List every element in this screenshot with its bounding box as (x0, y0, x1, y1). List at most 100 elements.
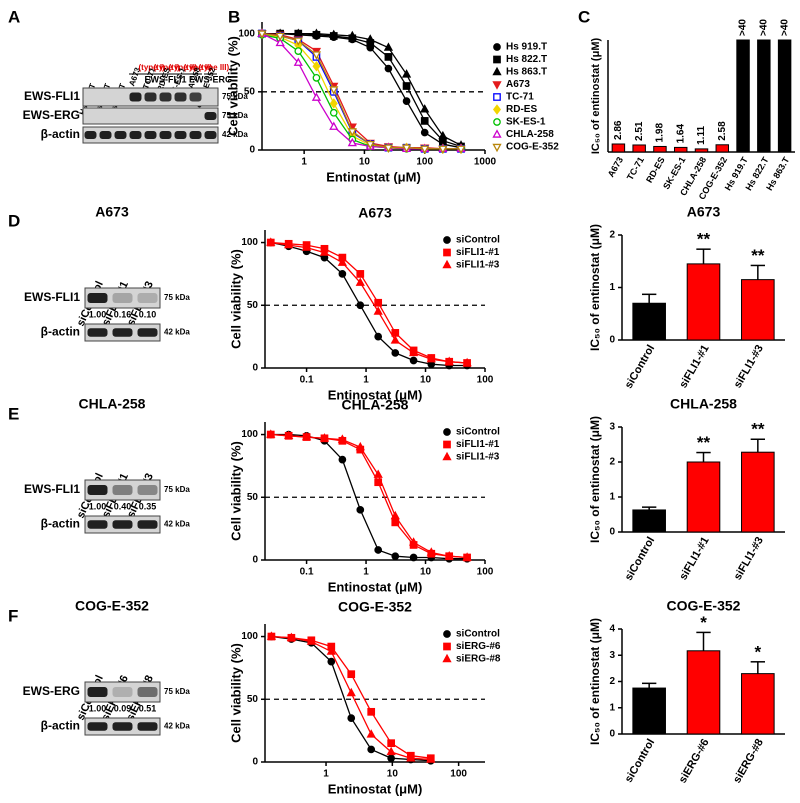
significance-label: ** (751, 246, 765, 265)
y-tick-label: 100 (241, 631, 258, 642)
data-point (420, 145, 430, 155)
data-point (444, 356, 454, 365)
panel-letter: B (228, 7, 240, 26)
value-label: 1.64 (675, 124, 686, 144)
y-tick-label: 0 (252, 757, 258, 768)
bar (653, 145, 667, 153)
data-point (426, 354, 436, 363)
chart-title: COG-E-352 (338, 599, 412, 615)
row-label: EWS-FLI1 (24, 290, 80, 304)
y-tick-label: 50 (244, 86, 256, 97)
legend-marker (442, 451, 452, 461)
data-point (275, 37, 285, 47)
legend-label: TC-71 (506, 92, 534, 103)
x-tick-label: 10 (420, 375, 432, 386)
value-label: 2.86 (613, 120, 624, 140)
quant-label: 1.00 (89, 703, 107, 713)
row-label: EWS-ERG (23, 684, 80, 698)
data-point (301, 431, 312, 441)
y-axis-label: IC₅₀ of entinostat (μM) (590, 38, 602, 155)
lane-type-text: (type III) (199, 63, 230, 72)
data-point (311, 28, 322, 37)
data-point (438, 130, 448, 140)
blot-band (129, 131, 142, 139)
kda-label: 42 kDa (222, 130, 248, 139)
bar (632, 509, 666, 533)
value-label: 1.98 (655, 123, 666, 143)
data-point (408, 347, 419, 357)
y-tick-label: 3 (609, 422, 615, 433)
row-label: EWS-FLI1 (24, 482, 80, 496)
blot-band (137, 293, 158, 303)
data-point (266, 237, 276, 246)
y-tick-label: 1 (609, 282, 615, 293)
data-point (391, 329, 400, 337)
legend-label: siERG-#6 (456, 641, 501, 652)
data-point (347, 128, 357, 137)
bar (632, 687, 666, 735)
data-point (420, 117, 429, 125)
legend-label: RD-ES (506, 104, 537, 115)
blot-band (112, 687, 133, 697)
panel-letter: D (8, 211, 20, 230)
blot-band (174, 92, 187, 102)
x-axis-label: Entinostat (μM) (328, 387, 423, 402)
legend-label: COG-E-352 (506, 142, 559, 153)
data-point (365, 34, 375, 43)
quant-label: 0.35 (139, 501, 157, 511)
bar (686, 263, 721, 341)
blot-band (87, 485, 108, 495)
legend-label: Hs 919.T (506, 42, 547, 53)
kda-label: 75 kDa (164, 293, 190, 302)
x-tick-label: 1000 (474, 157, 497, 168)
blot-title: A673 (95, 204, 129, 220)
kda-label: 75 kDa (222, 111, 248, 120)
x-tick-label: 1 (363, 567, 369, 578)
data-point (390, 510, 400, 520)
legend-marker (443, 248, 451, 257)
blot-band (144, 131, 157, 139)
y-tick-label: 2 (609, 230, 615, 241)
bar (777, 39, 792, 153)
bar (741, 279, 775, 341)
data-point (275, 32, 285, 42)
data-point (355, 277, 365, 286)
data-point (391, 552, 400, 561)
y-tick-label: 100 (241, 237, 258, 248)
kda-label: 42 kDa (164, 520, 190, 529)
data-point (294, 47, 303, 55)
data-point (426, 547, 436, 556)
y-tick-label: 0 (609, 729, 615, 740)
data-point (266, 429, 276, 438)
data-point (329, 121, 339, 130)
x-tick-label: 100 (416, 157, 433, 168)
data-point (391, 349, 400, 357)
data-point (293, 57, 303, 66)
data-point (293, 28, 303, 37)
y-tick-label: 0 (252, 363, 258, 374)
lane-type: (type III) (199, 63, 230, 72)
data-point (420, 104, 430, 113)
blot-title: CHLA-258 (79, 396, 146, 412)
legend-label: siFLI1-#3 (456, 452, 500, 463)
legend-label: siFLI1-#1 (456, 247, 500, 258)
data-point (356, 270, 365, 278)
data-point (365, 140, 375, 150)
x-tick-label: 0.1 (300, 567, 314, 578)
blot-band (137, 722, 158, 731)
value-label: 2.51 (634, 121, 645, 141)
legend-marker (493, 118, 501, 126)
blot-band (87, 293, 108, 303)
legend-marker (443, 642, 451, 651)
significance-label: ** (751, 420, 765, 439)
y-axis-label: IC₅₀ of entinostat (μM) (588, 416, 602, 543)
chart-title: A673 (687, 204, 721, 220)
row-label: EWS-FLI1 (24, 89, 80, 103)
legend-label: siFLI1-#3 (456, 260, 500, 271)
data-point (326, 646, 336, 655)
data-point (311, 51, 322, 60)
data-point (266, 631, 277, 640)
data-point (374, 298, 383, 307)
y-tick-label: 1 (609, 492, 615, 503)
